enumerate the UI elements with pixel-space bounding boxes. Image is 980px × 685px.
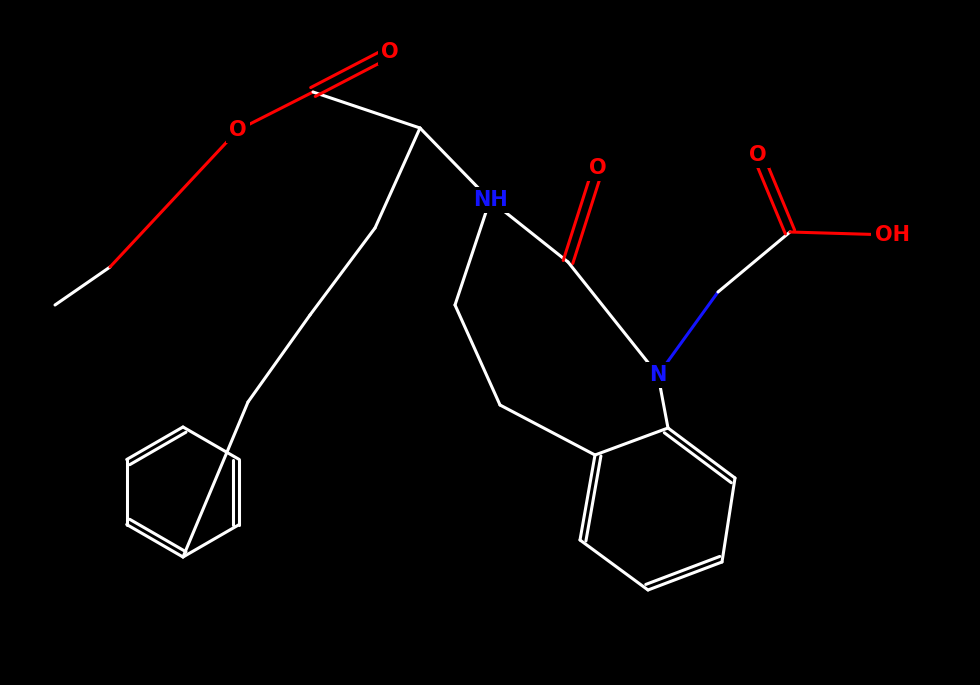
Text: O: O [749,145,766,165]
Text: O: O [589,158,607,178]
Text: OH: OH [874,225,909,245]
Text: N: N [650,365,666,385]
Text: O: O [229,120,247,140]
Text: O: O [381,42,399,62]
Text: NH: NH [472,190,508,210]
